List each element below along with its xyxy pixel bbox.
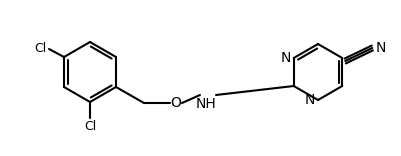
Text: NH: NH: [195, 97, 216, 111]
Text: Cl: Cl: [34, 42, 46, 56]
Text: N: N: [374, 41, 385, 55]
Text: O: O: [170, 96, 181, 110]
Text: N: N: [304, 93, 314, 107]
Text: Cl: Cl: [84, 120, 96, 133]
Text: N: N: [279, 51, 290, 65]
